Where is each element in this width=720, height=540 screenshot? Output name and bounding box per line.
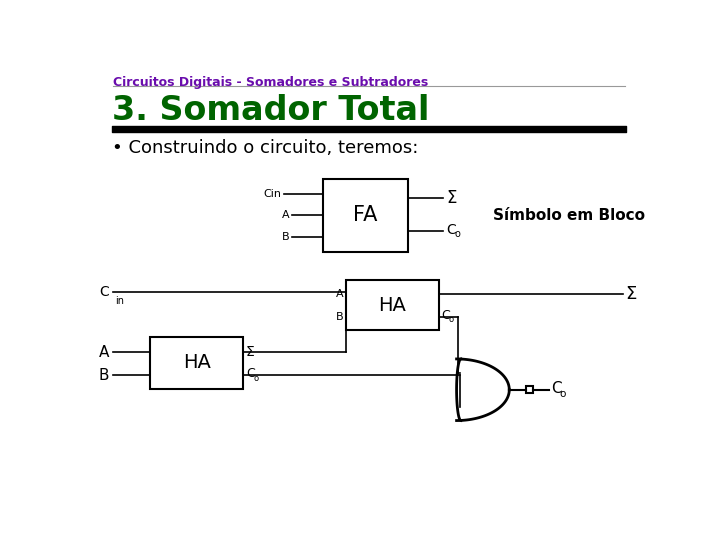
- Text: o: o: [559, 389, 566, 399]
- Text: C: C: [446, 224, 456, 238]
- Bar: [323, 179, 408, 252]
- Text: B: B: [282, 232, 289, 241]
- Text: Cin: Cin: [264, 189, 282, 199]
- Text: 3. Somador Total: 3. Somador Total: [112, 94, 429, 127]
- Text: A: A: [336, 289, 343, 299]
- Text: o: o: [253, 374, 258, 383]
- Text: C: C: [99, 285, 109, 299]
- Text: B: B: [336, 312, 343, 322]
- Text: Σ: Σ: [246, 345, 255, 359]
- Text: HA: HA: [183, 353, 211, 372]
- Text: C: C: [551, 381, 562, 396]
- Text: B: B: [99, 368, 109, 383]
- Text: Circuitos Digitais - Somadores e Subtradores: Circuitos Digitais - Somadores e Subtrad…: [113, 76, 428, 89]
- Bar: [150, 336, 243, 389]
- Bar: [526, 386, 534, 393]
- Text: o: o: [449, 315, 454, 324]
- Bar: [346, 280, 438, 330]
- Text: C: C: [246, 367, 255, 380]
- Text: Σ: Σ: [446, 189, 457, 207]
- Text: A: A: [99, 345, 109, 360]
- Text: C: C: [441, 308, 450, 321]
- Text: HA: HA: [378, 296, 406, 315]
- Text: Σ: Σ: [626, 285, 637, 303]
- Text: FA: FA: [353, 205, 377, 225]
- Text: Símbolo em Bloco: Símbolo em Bloco: [493, 208, 645, 223]
- Text: o: o: [454, 229, 460, 239]
- Text: • Construindo o circuito, teremos:: • Construindo o circuito, teremos:: [112, 139, 418, 157]
- Text: A: A: [282, 210, 289, 220]
- Text: in: in: [116, 296, 125, 306]
